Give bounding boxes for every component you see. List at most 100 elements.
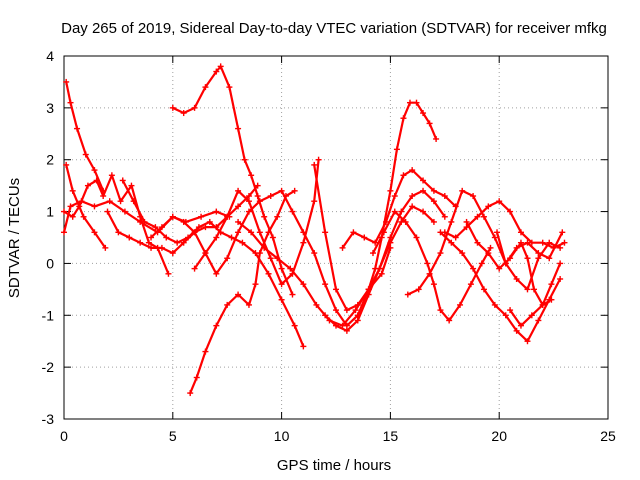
data-point (448, 239, 455, 246)
x-tick-label: 15 (383, 428, 399, 444)
data-point (137, 239, 144, 246)
data-point (322, 281, 329, 288)
data-point (278, 187, 285, 194)
data-point (535, 250, 542, 257)
data-point (300, 281, 307, 288)
chart-title: Day 265 of 2019, Sidereal Day-to-day VTE… (61, 20, 607, 37)
data-point (187, 390, 194, 397)
data-point (235, 187, 242, 194)
data-point (333, 322, 339, 329)
series-sat-d (61, 172, 172, 277)
data-point (115, 229, 122, 236)
data-point (478, 260, 485, 267)
data-point (459, 250, 466, 257)
data-point (528, 312, 535, 319)
x-tick-labels: 0 5 10 15 20 25 (60, 428, 616, 444)
data-point (387, 239, 394, 246)
data-point (420, 110, 427, 117)
data-point (289, 208, 296, 215)
data-point (198, 213, 205, 220)
grid (64, 56, 608, 419)
data-point (100, 193, 107, 200)
data-point (420, 187, 427, 194)
data-point (265, 229, 272, 236)
data-point (141, 218, 148, 225)
data-point (457, 301, 464, 308)
data-point (343, 307, 350, 314)
y-tick-label: 1 (46, 204, 54, 220)
data-point (491, 301, 498, 308)
data-point (535, 255, 542, 262)
data-point (239, 239, 246, 246)
data-point (343, 327, 350, 334)
series-sat-j (191, 156, 322, 288)
data-point (400, 115, 407, 122)
data-point (267, 255, 274, 262)
data-point (195, 224, 202, 231)
data-point (282, 193, 289, 200)
data-point (561, 239, 568, 246)
data-point (548, 281, 555, 288)
data-point (378, 270, 385, 277)
data-point (180, 218, 187, 225)
data-point (352, 307, 359, 314)
data-point (224, 301, 231, 308)
data-point (91, 229, 98, 236)
data-point (524, 255, 531, 262)
data-point (539, 239, 546, 246)
data-point (69, 187, 76, 194)
data-point (235, 125, 242, 132)
y-tick-labels: -3 -2 -1 0 1 2 3 4 (42, 48, 55, 427)
y-tick-label: -3 (42, 411, 55, 427)
data-point (470, 265, 477, 272)
data-point (535, 317, 542, 324)
series-group (61, 63, 568, 397)
data-point (480, 286, 487, 293)
data-point (441, 213, 448, 220)
data-point (74, 125, 81, 132)
data-point (406, 99, 413, 106)
data-point (193, 374, 200, 381)
data-point (130, 198, 137, 205)
data-point (102, 244, 109, 251)
series-sat-r (437, 229, 564, 345)
data-point (517, 229, 524, 236)
data-point (420, 177, 427, 184)
data-point (228, 234, 235, 241)
data-point (339, 244, 346, 251)
data-point (126, 234, 133, 241)
data-point (174, 239, 181, 246)
data-point (539, 301, 546, 308)
series-sat-n (339, 167, 459, 251)
data-point (245, 193, 252, 200)
data-point (400, 172, 407, 179)
data-point (61, 208, 67, 215)
data-point (261, 244, 268, 251)
data-point (437, 250, 444, 257)
data-point (80, 213, 87, 220)
data-point (108, 172, 115, 179)
y-tick-label: -1 (42, 307, 55, 323)
data-point (459, 187, 466, 194)
data-point (191, 265, 198, 272)
series-sat-h (169, 63, 296, 298)
data-point (322, 229, 329, 236)
data-point (513, 275, 520, 282)
data-point (261, 213, 268, 220)
series-line (193, 158, 320, 286)
data-point (350, 229, 357, 236)
data-point (393, 146, 400, 153)
series-line (509, 298, 553, 327)
x-axis-label: GPS time / hours (277, 457, 391, 474)
series-sat-s (463, 218, 564, 308)
data-point (474, 213, 481, 220)
data-point (163, 234, 170, 241)
data-point (287, 265, 294, 272)
data-point (513, 327, 520, 334)
data-point (426, 270, 433, 277)
data-point (467, 281, 474, 288)
data-point (446, 317, 453, 324)
data-point (524, 239, 531, 246)
data-point (441, 193, 448, 200)
data-point (267, 193, 274, 200)
